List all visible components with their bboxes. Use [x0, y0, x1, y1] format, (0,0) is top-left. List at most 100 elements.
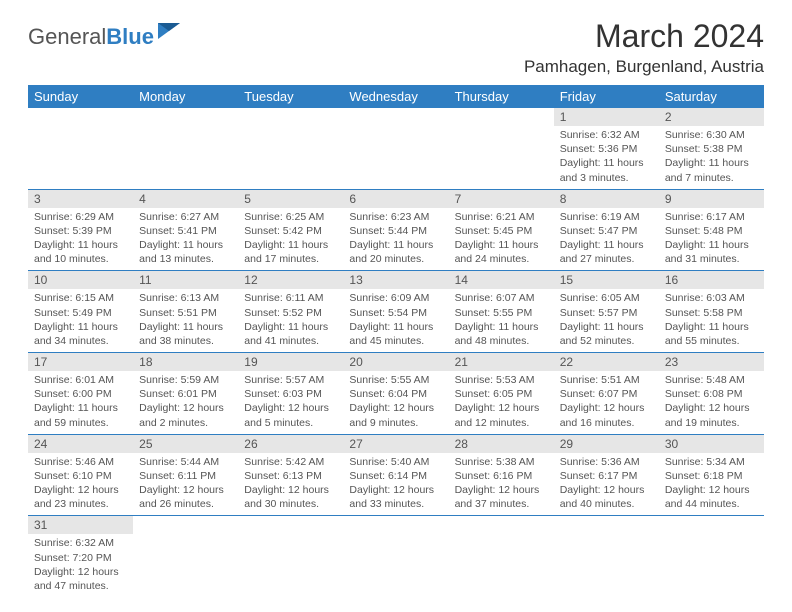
day-number: 29 [554, 435, 659, 453]
day-number: 30 [659, 435, 764, 453]
day-cell [238, 108, 343, 189]
day-d1: Daylight: 11 hours [34, 320, 127, 334]
day-sr: Sunrise: 5:40 AM [349, 455, 442, 469]
day-sr: Sunrise: 5:53 AM [455, 373, 548, 387]
day-ss: Sunset: 5:42 PM [244, 224, 337, 238]
day-d2: and 47 minutes. [34, 579, 127, 593]
day-cell: 9Sunrise: 6:17 AMSunset: 5:48 PMDaylight… [659, 189, 764, 271]
day-cell: 30Sunrise: 5:34 AMSunset: 6:18 PMDayligh… [659, 434, 764, 516]
day-d2: and 24 minutes. [455, 252, 548, 266]
calendar-table: Sunday Monday Tuesday Wednesday Thursday… [28, 85, 764, 597]
day-number: 16 [659, 271, 764, 289]
day-body: Sunrise: 6:03 AMSunset: 5:58 PMDaylight:… [659, 289, 764, 352]
day-body: Sunrise: 5:53 AMSunset: 6:05 PMDaylight:… [449, 371, 554, 434]
day-body: Sunrise: 6:11 AMSunset: 5:52 PMDaylight:… [238, 289, 343, 352]
day-body: Sunrise: 6:30 AMSunset: 5:38 PMDaylight:… [659, 126, 764, 189]
day-ss: Sunset: 6:18 PM [665, 469, 758, 483]
day-ss: Sunset: 5:51 PM [139, 306, 232, 320]
day-cell: 3Sunrise: 6:29 AMSunset: 5:39 PMDaylight… [28, 189, 133, 271]
day-cell: 2Sunrise: 6:30 AMSunset: 5:38 PMDaylight… [659, 108, 764, 189]
day-d2: and 10 minutes. [34, 252, 127, 266]
day-ss: Sunset: 5:39 PM [34, 224, 127, 238]
day-d1: Daylight: 11 hours [34, 401, 127, 415]
day-d1: Daylight: 12 hours [244, 483, 337, 497]
day-d2: and 45 minutes. [349, 334, 442, 348]
day-number: 13 [343, 271, 448, 289]
day-sr: Sunrise: 6:07 AM [455, 291, 548, 305]
day-d1: Daylight: 12 hours [139, 483, 232, 497]
day-ss: Sunset: 5:38 PM [665, 142, 758, 156]
day-sr: Sunrise: 5:42 AM [244, 455, 337, 469]
day-sr: Sunrise: 6:32 AM [560, 128, 653, 142]
day-d2: and 20 minutes. [349, 252, 442, 266]
week-row: 17Sunrise: 6:01 AMSunset: 6:00 PMDayligh… [28, 353, 764, 435]
title-block: March 2024 Pamhagen, Burgenland, Austria [524, 18, 764, 77]
day-number: 15 [554, 271, 659, 289]
day-body: Sunrise: 5:40 AMSunset: 6:14 PMDaylight:… [343, 453, 448, 516]
day-d1: Daylight: 12 hours [665, 401, 758, 415]
day-body: Sunrise: 6:15 AMSunset: 5:49 PMDaylight:… [28, 289, 133, 352]
day-ss: Sunset: 6:16 PM [455, 469, 548, 483]
day-cell: 22Sunrise: 5:51 AMSunset: 6:07 PMDayligh… [554, 353, 659, 435]
day-d1: Daylight: 12 hours [455, 401, 548, 415]
day-d2: and 55 minutes. [665, 334, 758, 348]
calendar-page: GeneralBlue March 2024 Pamhagen, Burgenl… [0, 0, 792, 607]
day-number: 20 [343, 353, 448, 371]
day-d1: Daylight: 11 hours [665, 156, 758, 170]
day-ss: Sunset: 5:54 PM [349, 306, 442, 320]
weekday-header: Thursday [449, 85, 554, 108]
day-sr: Sunrise: 5:48 AM [665, 373, 758, 387]
day-body: Sunrise: 6:17 AMSunset: 5:48 PMDaylight:… [659, 208, 764, 271]
day-d1: Daylight: 12 hours [560, 401, 653, 415]
day-d1: Daylight: 12 hours [34, 565, 127, 579]
day-sr: Sunrise: 6:01 AM [34, 373, 127, 387]
day-body: Sunrise: 6:07 AMSunset: 5:55 PMDaylight:… [449, 289, 554, 352]
day-number: 9 [659, 190, 764, 208]
weekday-header: Sunday [28, 85, 133, 108]
day-d2: and 16 minutes. [560, 416, 653, 430]
day-sr: Sunrise: 6:15 AM [34, 291, 127, 305]
calendar-body: 1Sunrise: 6:32 AMSunset: 5:36 PMDaylight… [28, 108, 764, 597]
day-sr: Sunrise: 5:36 AM [560, 455, 653, 469]
day-cell: 15Sunrise: 6:05 AMSunset: 5:57 PMDayligh… [554, 271, 659, 353]
day-cell: 17Sunrise: 6:01 AMSunset: 6:00 PMDayligh… [28, 353, 133, 435]
day-number: 18 [133, 353, 238, 371]
day-cell: 11Sunrise: 6:13 AMSunset: 5:51 PMDayligh… [133, 271, 238, 353]
day-d1: Daylight: 11 hours [560, 238, 653, 252]
day-d1: Daylight: 11 hours [665, 238, 758, 252]
logo: GeneralBlue [28, 24, 186, 50]
day-body: Sunrise: 5:48 AMSunset: 6:08 PMDaylight:… [659, 371, 764, 434]
day-d2: and 17 minutes. [244, 252, 337, 266]
day-cell: 12Sunrise: 6:11 AMSunset: 5:52 PMDayligh… [238, 271, 343, 353]
day-body: Sunrise: 6:29 AMSunset: 5:39 PMDaylight:… [28, 208, 133, 271]
header: GeneralBlue March 2024 Pamhagen, Burgenl… [28, 18, 764, 77]
day-cell [659, 516, 764, 597]
day-body: Sunrise: 6:27 AMSunset: 5:41 PMDaylight:… [133, 208, 238, 271]
day-ss: Sunset: 6:14 PM [349, 469, 442, 483]
day-d1: Daylight: 11 hours [560, 320, 653, 334]
day-d2: and 38 minutes. [139, 334, 232, 348]
day-d2: and 3 minutes. [560, 171, 653, 185]
day-cell [449, 108, 554, 189]
day-sr: Sunrise: 6:27 AM [139, 210, 232, 224]
day-ss: Sunset: 5:41 PM [139, 224, 232, 238]
day-cell: 4Sunrise: 6:27 AMSunset: 5:41 PMDaylight… [133, 189, 238, 271]
day-number: 7 [449, 190, 554, 208]
day-cell: 28Sunrise: 5:38 AMSunset: 6:16 PMDayligh… [449, 434, 554, 516]
weekday-header: Wednesday [343, 85, 448, 108]
weekday-header: Tuesday [238, 85, 343, 108]
day-d1: Daylight: 11 hours [34, 238, 127, 252]
day-ss: Sunset: 5:57 PM [560, 306, 653, 320]
day-cell [343, 516, 448, 597]
day-number: 14 [449, 271, 554, 289]
day-number: 25 [133, 435, 238, 453]
day-d2: and 44 minutes. [665, 497, 758, 511]
day-ss: Sunset: 6:03 PM [244, 387, 337, 401]
day-d2: and 5 minutes. [244, 416, 337, 430]
week-row: 1Sunrise: 6:32 AMSunset: 5:36 PMDaylight… [28, 108, 764, 189]
day-d2: and 19 minutes. [665, 416, 758, 430]
day-d2: and 7 minutes. [665, 171, 758, 185]
day-ss: Sunset: 6:08 PM [665, 387, 758, 401]
day-d1: Daylight: 12 hours [34, 483, 127, 497]
day-number: 17 [28, 353, 133, 371]
